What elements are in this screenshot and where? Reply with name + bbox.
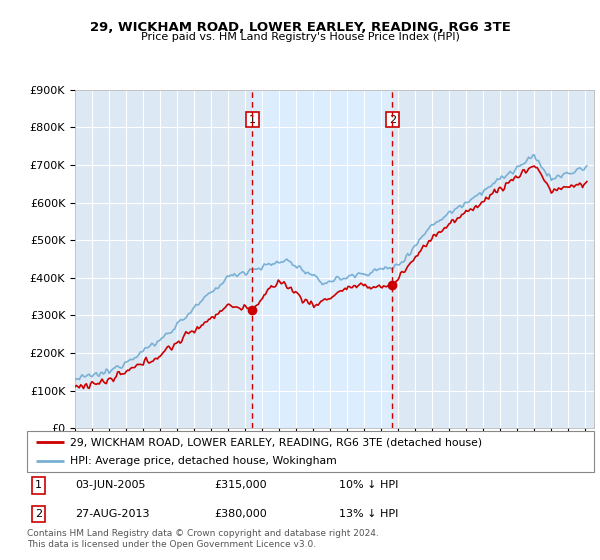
Text: HPI: Average price, detached house, Wokingham: HPI: Average price, detached house, Woki… <box>70 456 336 466</box>
Text: £380,000: £380,000 <box>214 509 267 519</box>
Text: 13% ↓ HPI: 13% ↓ HPI <box>339 509 398 519</box>
Text: £315,000: £315,000 <box>214 480 267 491</box>
Text: Contains HM Land Registry data © Crown copyright and database right 2024.
This d: Contains HM Land Registry data © Crown c… <box>27 529 379 549</box>
Text: Price paid vs. HM Land Registry's House Price Index (HPI): Price paid vs. HM Land Registry's House … <box>140 32 460 43</box>
Text: 29, WICKHAM ROAD, LOWER EARLEY, READING, RG6 3TE (detached house): 29, WICKHAM ROAD, LOWER EARLEY, READING,… <box>70 437 482 447</box>
Text: 2: 2 <box>35 509 42 519</box>
Text: 03-JUN-2005: 03-JUN-2005 <box>75 480 146 491</box>
FancyBboxPatch shape <box>27 431 594 472</box>
Text: 1: 1 <box>249 115 256 125</box>
Text: 2: 2 <box>389 115 396 125</box>
Text: 10% ↓ HPI: 10% ↓ HPI <box>339 480 398 491</box>
Bar <box>253 90 392 428</box>
Text: 27-AUG-2013: 27-AUG-2013 <box>75 509 149 519</box>
Text: 29, WICKHAM ROAD, LOWER EARLEY, READING, RG6 3TE: 29, WICKHAM ROAD, LOWER EARLEY, READING,… <box>89 21 511 34</box>
Text: 1: 1 <box>35 480 42 491</box>
